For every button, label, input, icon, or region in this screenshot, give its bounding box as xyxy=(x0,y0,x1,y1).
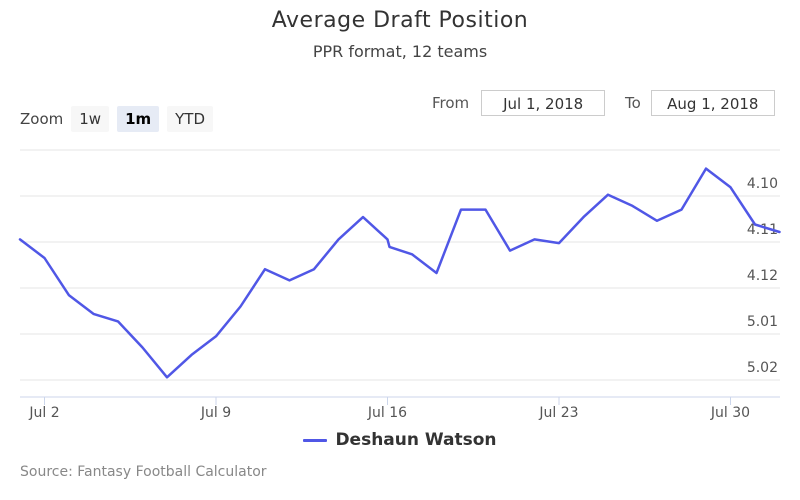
zoom-1w-button[interactable]: 1w xyxy=(71,106,110,132)
x-tick-label: Jul 23 xyxy=(538,405,578,421)
zoom-controls: Zoom 1w 1m YTD xyxy=(20,106,221,132)
source-credit: Source: Fantasy Football Calculator xyxy=(20,464,267,480)
zoom-ytd-button[interactable]: YTD xyxy=(167,106,214,132)
legend-series-label: Deshaun Watson xyxy=(335,430,497,450)
to-date-input[interactable]: Aug 1, 2018 xyxy=(650,90,775,116)
chart-subtitle: PPR format, 12 teams xyxy=(312,42,488,61)
legend[interactable]: Deshaun Watson xyxy=(0,430,800,450)
y-tick-label: 5.02 xyxy=(747,360,778,376)
y-tick-label: 4.11 xyxy=(747,222,778,238)
y-tick-label: 4.12 xyxy=(747,268,778,284)
range-from: From Jul 1, 2018 xyxy=(432,90,606,116)
y-tick-label: 5.01 xyxy=(747,314,778,330)
x-tick-label: Jul 16 xyxy=(367,405,407,421)
zoom-1m-button[interactable]: 1m xyxy=(117,106,160,132)
y-tick-label: 4.10 xyxy=(747,176,778,192)
from-label: From xyxy=(432,94,470,112)
to-label: To xyxy=(625,94,641,112)
from-date-input[interactable]: Jul 1, 2018 xyxy=(481,90,606,116)
zoom-label: Zoom xyxy=(20,110,64,128)
legend-line-swatch xyxy=(303,438,328,442)
x-tick-label: Jul 9 xyxy=(200,405,231,421)
range-to: To Aug 1, 2018 xyxy=(625,90,775,116)
chart-title: Average Draft Position xyxy=(271,8,529,33)
x-tick-label: Jul 30 xyxy=(710,405,750,421)
x-tick-label: Jul 2 xyxy=(28,405,59,421)
series-line-deshaun-watson xyxy=(18,167,781,379)
